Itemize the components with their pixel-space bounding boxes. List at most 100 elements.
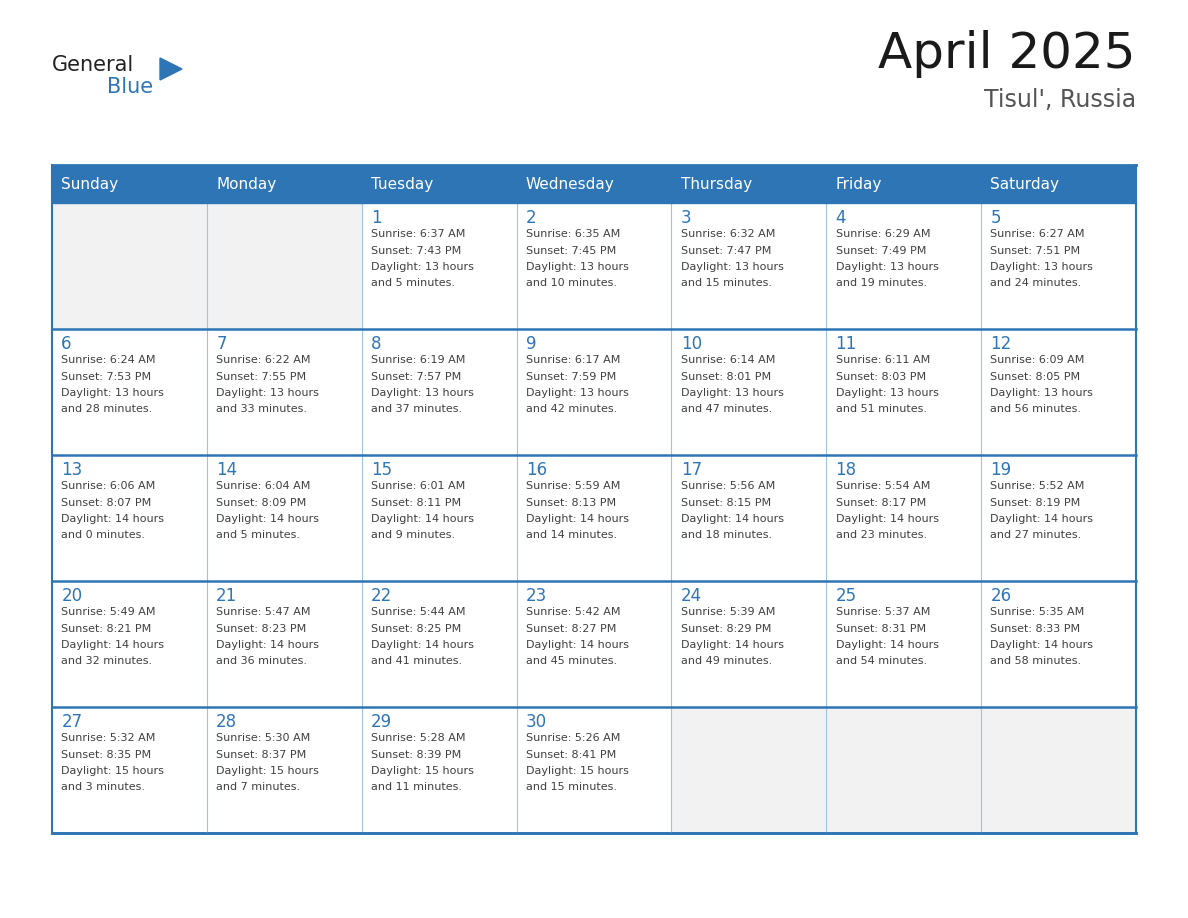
- Text: Sunrise: 5:35 AM: Sunrise: 5:35 AM: [991, 607, 1085, 617]
- Text: Sunrise: 5:26 AM: Sunrise: 5:26 AM: [526, 733, 620, 743]
- Text: Sunrise: 5:47 AM: Sunrise: 5:47 AM: [216, 607, 310, 617]
- Bar: [52, 329, 207, 455]
- Text: 22: 22: [371, 587, 392, 605]
- Text: Sunset: 8:11 PM: Sunset: 8:11 PM: [371, 498, 461, 508]
- Text: Daylight: 13 hours: Daylight: 13 hours: [62, 388, 164, 398]
- Text: Sunrise: 6:14 AM: Sunrise: 6:14 AM: [681, 355, 775, 365]
- Bar: [361, 203, 517, 329]
- Text: 24: 24: [681, 587, 702, 605]
- Text: Daylight: 14 hours: Daylight: 14 hours: [526, 640, 628, 650]
- Bar: [207, 581, 361, 707]
- Text: Daylight: 14 hours: Daylight: 14 hours: [216, 514, 320, 524]
- Text: and 45 minutes.: and 45 minutes.: [526, 656, 617, 666]
- Bar: [981, 165, 1136, 203]
- Text: Sunrise: 5:28 AM: Sunrise: 5:28 AM: [371, 733, 466, 743]
- Text: and 9 minutes.: and 9 minutes.: [371, 531, 455, 541]
- Bar: [517, 165, 671, 203]
- Text: Daylight: 13 hours: Daylight: 13 hours: [991, 262, 1093, 272]
- Text: Monday: Monday: [216, 176, 277, 192]
- Text: Sunrise: 5:59 AM: Sunrise: 5:59 AM: [526, 481, 620, 491]
- Text: Daylight: 14 hours: Daylight: 14 hours: [835, 514, 939, 524]
- Text: and 33 minutes.: and 33 minutes.: [216, 405, 308, 415]
- Text: Blue: Blue: [107, 77, 153, 97]
- Text: Daylight: 13 hours: Daylight: 13 hours: [216, 388, 320, 398]
- Text: 23: 23: [526, 587, 548, 605]
- Bar: [52, 455, 207, 581]
- Text: Sunrise: 6:29 AM: Sunrise: 6:29 AM: [835, 229, 930, 239]
- Text: and 47 minutes.: and 47 minutes.: [681, 405, 772, 415]
- Text: April 2025: April 2025: [878, 30, 1136, 78]
- Text: and 5 minutes.: and 5 minutes.: [216, 531, 301, 541]
- Text: 26: 26: [991, 587, 1011, 605]
- Text: 27: 27: [62, 713, 82, 731]
- Text: Sunset: 7:57 PM: Sunset: 7:57 PM: [371, 372, 461, 382]
- Bar: [361, 329, 517, 455]
- Text: Sunset: 8:07 PM: Sunset: 8:07 PM: [62, 498, 152, 508]
- Text: 17: 17: [681, 461, 702, 479]
- Text: 18: 18: [835, 461, 857, 479]
- Text: Sunset: 7:49 PM: Sunset: 7:49 PM: [835, 245, 925, 255]
- Text: Daylight: 14 hours: Daylight: 14 hours: [62, 640, 164, 650]
- Text: and 0 minutes.: and 0 minutes.: [62, 531, 145, 541]
- Text: Sunset: 8:41 PM: Sunset: 8:41 PM: [526, 749, 617, 759]
- Bar: [517, 455, 671, 581]
- Text: and 37 minutes.: and 37 minutes.: [371, 405, 462, 415]
- Text: Daylight: 14 hours: Daylight: 14 hours: [216, 640, 320, 650]
- Text: Sunset: 8:19 PM: Sunset: 8:19 PM: [991, 498, 1081, 508]
- Text: Sunset: 8:33 PM: Sunset: 8:33 PM: [991, 623, 1081, 633]
- Text: Daylight: 14 hours: Daylight: 14 hours: [371, 640, 474, 650]
- Text: Sunset: 8:39 PM: Sunset: 8:39 PM: [371, 749, 461, 759]
- Text: and 15 minutes.: and 15 minutes.: [526, 782, 617, 792]
- Text: Daylight: 14 hours: Daylight: 14 hours: [835, 640, 939, 650]
- Text: Sunset: 7:53 PM: Sunset: 7:53 PM: [62, 372, 151, 382]
- Text: 21: 21: [216, 587, 238, 605]
- Text: Sunset: 8:15 PM: Sunset: 8:15 PM: [681, 498, 771, 508]
- Text: and 27 minutes.: and 27 minutes.: [991, 531, 1082, 541]
- Bar: [361, 455, 517, 581]
- Bar: [517, 203, 671, 329]
- Text: and 18 minutes.: and 18 minutes.: [681, 531, 772, 541]
- Text: Sunrise: 5:37 AM: Sunrise: 5:37 AM: [835, 607, 930, 617]
- Text: Sunrise: 5:49 AM: Sunrise: 5:49 AM: [62, 607, 156, 617]
- Text: Sunrise: 6:37 AM: Sunrise: 6:37 AM: [371, 229, 466, 239]
- Text: Sunrise: 5:56 AM: Sunrise: 5:56 AM: [681, 481, 775, 491]
- Text: Daylight: 13 hours: Daylight: 13 hours: [991, 388, 1093, 398]
- Bar: [52, 165, 207, 203]
- Text: Sunrise: 6:32 AM: Sunrise: 6:32 AM: [681, 229, 775, 239]
- Text: 15: 15: [371, 461, 392, 479]
- Text: 3: 3: [681, 209, 691, 227]
- Bar: [827, 581, 981, 707]
- Bar: [52, 581, 207, 707]
- Text: Sunset: 8:05 PM: Sunset: 8:05 PM: [991, 372, 1081, 382]
- Bar: [671, 203, 827, 329]
- Text: Daylight: 13 hours: Daylight: 13 hours: [526, 262, 628, 272]
- Text: Sunset: 8:31 PM: Sunset: 8:31 PM: [835, 623, 925, 633]
- Text: Sunrise: 5:30 AM: Sunrise: 5:30 AM: [216, 733, 310, 743]
- Text: Daylight: 13 hours: Daylight: 13 hours: [835, 388, 939, 398]
- Text: and 14 minutes.: and 14 minutes.: [526, 531, 617, 541]
- Text: 2: 2: [526, 209, 537, 227]
- Bar: [517, 329, 671, 455]
- Text: Sunset: 7:45 PM: Sunset: 7:45 PM: [526, 245, 617, 255]
- Text: Daylight: 14 hours: Daylight: 14 hours: [991, 640, 1093, 650]
- Text: 11: 11: [835, 335, 857, 353]
- Bar: [361, 165, 517, 203]
- Text: Sunrise: 5:52 AM: Sunrise: 5:52 AM: [991, 481, 1085, 491]
- Bar: [827, 707, 981, 833]
- Text: 14: 14: [216, 461, 238, 479]
- Text: Daylight: 13 hours: Daylight: 13 hours: [835, 262, 939, 272]
- Text: Sunset: 7:59 PM: Sunset: 7:59 PM: [526, 372, 617, 382]
- Text: and 41 minutes.: and 41 minutes.: [371, 656, 462, 666]
- Text: and 11 minutes.: and 11 minutes.: [371, 782, 462, 792]
- Text: and 36 minutes.: and 36 minutes.: [216, 656, 308, 666]
- Bar: [517, 581, 671, 707]
- Text: Daylight: 13 hours: Daylight: 13 hours: [526, 388, 628, 398]
- Text: 10: 10: [681, 335, 702, 353]
- Text: Saturday: Saturday: [991, 176, 1060, 192]
- Text: Sunset: 8:27 PM: Sunset: 8:27 PM: [526, 623, 617, 633]
- Bar: [207, 707, 361, 833]
- Text: Sunset: 7:55 PM: Sunset: 7:55 PM: [216, 372, 307, 382]
- Text: Daylight: 14 hours: Daylight: 14 hours: [681, 640, 784, 650]
- Text: Sunset: 8:37 PM: Sunset: 8:37 PM: [216, 749, 307, 759]
- Text: Sunset: 7:43 PM: Sunset: 7:43 PM: [371, 245, 461, 255]
